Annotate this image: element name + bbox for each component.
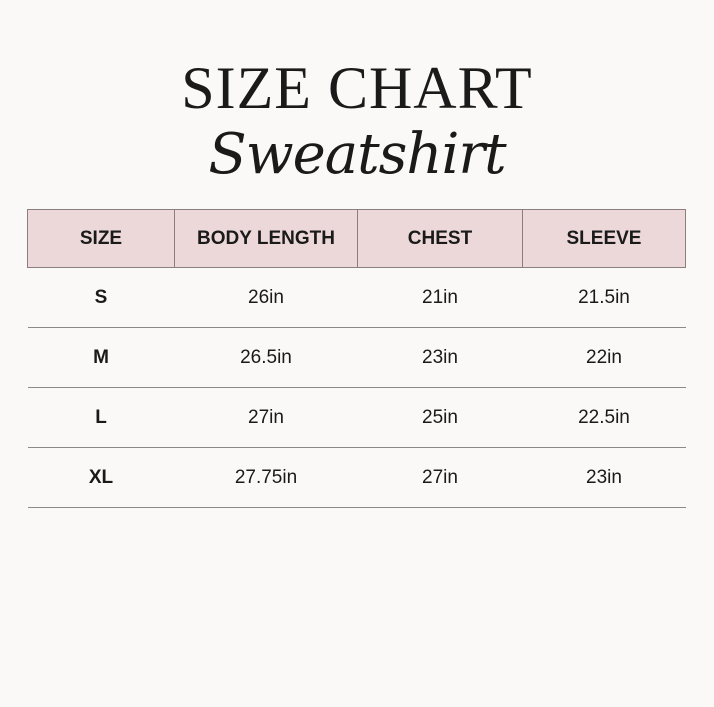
table-row: XL 27.75in 27in 23in: [27, 447, 686, 508]
cell-chest: 27in: [357, 447, 523, 508]
cell-size: M: [27, 327, 175, 388]
cell-chest: 21in: [357, 267, 523, 328]
cell-body-length: 27in: [174, 387, 358, 448]
cell-sleeve: 23in: [522, 447, 686, 508]
cell-size: L: [27, 387, 175, 448]
page-subtitle: Sweatshirt: [208, 122, 506, 187]
cell-sleeve: 21.5in: [522, 267, 686, 328]
cell-body-length: 26.5in: [174, 327, 358, 388]
cell-body-length: 26in: [174, 267, 358, 328]
cell-body-length: 27.75in: [174, 447, 358, 508]
page-title: SIZE CHART: [181, 55, 533, 121]
cell-chest: 23in: [357, 327, 523, 388]
header-body-length: BODY LENGTH: [174, 209, 358, 268]
cell-size: S: [27, 267, 175, 328]
header-sleeve: SLEEVE: [522, 209, 686, 268]
table-row: S 26in 21in 21.5in: [27, 267, 686, 328]
cell-sleeve: 22in: [522, 327, 686, 388]
size-table: SIZE BODY LENGTH CHEST SLEEVE S 26in 21i…: [27, 209, 686, 508]
table-header-row: SIZE BODY LENGTH CHEST SLEEVE: [27, 209, 686, 268]
header-chest: CHEST: [357, 209, 523, 268]
header-size: SIZE: [27, 209, 175, 268]
cell-size: XL: [27, 447, 175, 508]
cell-sleeve: 22.5in: [522, 387, 686, 448]
table-row: M 26.5in 23in 22in: [27, 327, 686, 388]
table-row: L 27in 25in 22.5in: [27, 387, 686, 448]
cell-chest: 25in: [357, 387, 523, 448]
